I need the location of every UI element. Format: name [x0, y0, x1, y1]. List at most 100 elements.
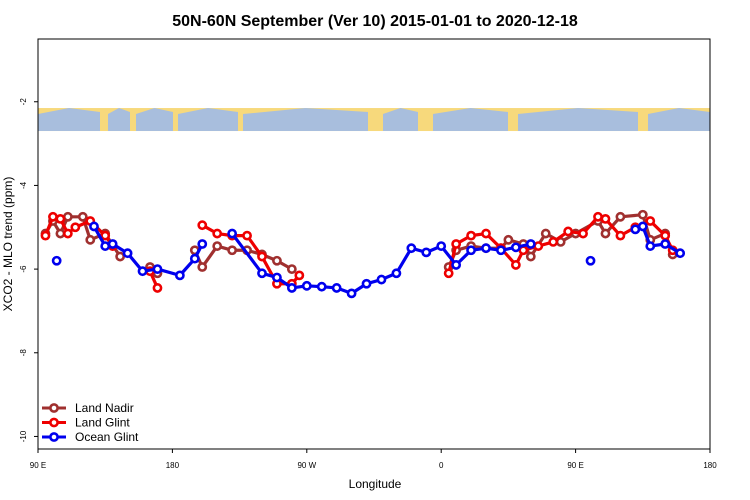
data-point: [212, 241, 223, 251]
data-point: [152, 264, 163, 275]
legend-swatch-marker: [49, 432, 59, 442]
map-band: [38, 108, 710, 132]
data-point: [503, 234, 514, 245]
data-point: [615, 211, 626, 222]
chart-title: 50N-60N September (Ver 10) 2015-01-01 to…: [172, 13, 578, 30]
data-point: [443, 268, 454, 279]
data-point: [615, 230, 626, 241]
data-point: [197, 220, 208, 231]
data-point: [585, 255, 596, 266]
data-point: [466, 245, 476, 256]
data-point: [593, 211, 603, 222]
map-land-shape: [648, 108, 710, 132]
data-point: [152, 283, 163, 293]
data-point: [533, 241, 544, 251]
x-tick-label: 90 W: [297, 461, 316, 470]
data-point: [55, 213, 66, 224]
data-point: [62, 211, 73, 222]
data-point: [637, 209, 648, 220]
data-point: [242, 230, 252, 241]
y-tick-label: -6: [19, 265, 28, 273]
data-point: [227, 245, 238, 256]
data-point: [496, 245, 506, 256]
data-point: [451, 239, 462, 249]
data-point: [89, 221, 99, 232]
data-point: [391, 268, 402, 279]
data-point: [100, 241, 111, 251]
y-tick-label: -10: [19, 430, 28, 442]
data-point: [107, 239, 118, 249]
map-land-shape: [433, 108, 508, 132]
data-point: [436, 241, 447, 251]
data-point: [51, 255, 62, 266]
data-point: [286, 283, 297, 293]
data-point: [578, 228, 588, 239]
legend-swatch-marker: [49, 403, 59, 413]
data-point: [510, 242, 521, 253]
map-land-shape: [38, 108, 100, 132]
data-point: [189, 253, 200, 264]
data-point: [630, 224, 641, 235]
data-point: [40, 230, 51, 241]
data-point: [346, 288, 357, 299]
x-tick-label: 180: [703, 461, 717, 470]
x-tick-label: 90 E: [567, 461, 583, 470]
data-point: [421, 247, 432, 258]
data-point: [675, 248, 686, 259]
x-tick-label: 90 E: [30, 461, 46, 470]
data-point: [62, 228, 73, 239]
series-land-glint: [40, 211, 678, 293]
data-point: [257, 268, 267, 279]
data-point: [212, 228, 223, 239]
data-point: [301, 280, 312, 291]
data-point: [122, 248, 133, 259]
series-layer: [40, 209, 686, 299]
x-tick-label: 0: [439, 461, 444, 470]
data-point: [481, 228, 491, 239]
data-point: [227, 228, 238, 239]
legend-label: Land Glint: [75, 416, 130, 430]
data-point: [316, 281, 327, 292]
map-land-shape: [518, 108, 638, 132]
data-point: [660, 230, 671, 241]
map-land-shape: [243, 108, 368, 132]
data-point: [197, 239, 208, 249]
data-point: [331, 283, 342, 293]
x-axis: 90 E 180 90 W 0 90 E 180: [30, 449, 717, 470]
data-point: [600, 228, 611, 239]
data-point: [510, 260, 521, 270]
data-point: [481, 243, 491, 254]
y-axis-label: XCO2 - MLO trend (ppm): [1, 177, 15, 312]
legend-label: Land Nadir: [75, 401, 134, 415]
data-point: [137, 266, 148, 277]
map-land-shape: [108, 108, 130, 132]
data-point: [115, 251, 126, 262]
legend-swatch-marker: [49, 417, 59, 428]
y-tick-label: -4: [19, 181, 28, 189]
series-ocean-glint: [51, 221, 686, 299]
data-point: [77, 211, 88, 222]
data-point: [525, 251, 536, 262]
data-point: [197, 262, 208, 272]
data-point: [361, 278, 372, 289]
data-point: [48, 211, 58, 222]
data-point: [645, 216, 656, 226]
legend-label: Ocean Glint: [75, 430, 139, 444]
y-tick-label: -2: [19, 98, 28, 106]
data-point: [257, 251, 267, 262]
map-land-shape: [136, 108, 173, 132]
data-point: [466, 230, 476, 241]
data-point: [272, 272, 282, 283]
data-point: [525, 239, 536, 249]
y-axis: -2 -4 -6 -8 -10: [19, 98, 38, 442]
y-tick-label: -8: [19, 349, 28, 357]
map-land-shape: [383, 108, 418, 132]
data-point: [563, 226, 574, 237]
data-point: [272, 255, 282, 266]
data-point: [100, 230, 111, 241]
data-point: [85, 234, 96, 245]
x-tick-label: 180: [166, 461, 180, 470]
data-point: [376, 274, 387, 285]
data-point: [660, 239, 671, 249]
